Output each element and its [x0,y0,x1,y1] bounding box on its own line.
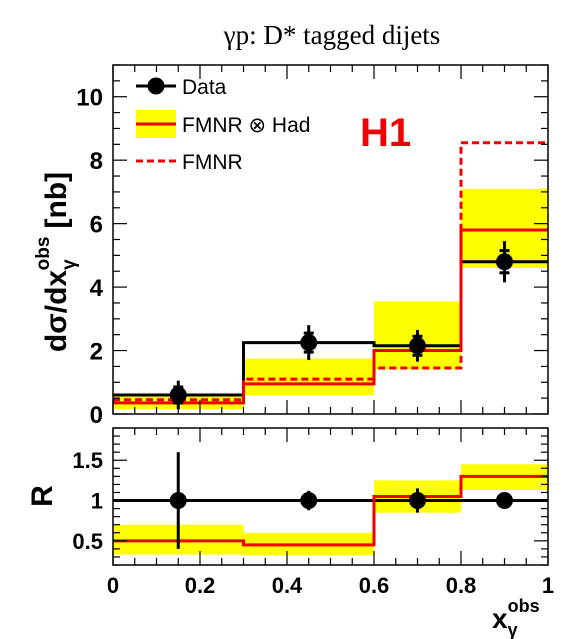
y-tick-label: 0.5 [72,529,103,554]
y-tick-label: 0 [90,402,103,429]
data-point [169,492,187,510]
uncertainty-band [243,358,374,395]
x-tick-label: 0.6 [359,573,390,598]
y-axis-title-unit: [nb] [40,172,73,229]
legend-data-marker [147,77,165,95]
fmnr-had-line [113,474,548,547]
y-tick-label: 8 [90,148,103,175]
data-point [496,253,513,271]
h1-label: H1 [360,111,411,155]
x-tick-label: 0.4 [272,573,303,598]
y-axis-title-top: dσ/dxγobs [nb] [33,172,80,352]
y-tick-label: 2 [90,339,103,366]
y-tick-label: 4 [90,275,104,302]
y-axis-title-sub: γ [59,259,80,270]
x-tick-label: 0.2 [185,573,216,598]
x-tick-label: 1 [542,573,554,598]
legend-label: FMNR [182,151,243,174]
data-point [409,337,426,355]
y-tick-label: 1.5 [72,448,103,473]
data-point [496,492,513,510]
y-tick-label: 1 [91,489,103,514]
x-axis-title-main: x [492,603,508,634]
x-tick-label: 0.8 [446,573,477,598]
y-tick-label: 10 [76,85,103,112]
svg-text:dσ/dxγobs[nb]: dσ/dxγobs [nb] [33,172,80,352]
data-point [409,492,426,510]
data-point [300,334,318,352]
x-tick-label: 0 [107,573,119,598]
chart-title: γp: D* tagged dijets [223,20,441,50]
legend: Data FMNR ⊗ Had FMNR [136,76,310,174]
y-tick-label: 6 [90,212,103,239]
legend-label: FMNR ⊗ Had [182,114,310,137]
bottom-chart: 0.5 1 1.5 0 0.2 0.4 0.6 0.8 1 [72,427,554,598]
top-chart: 0 2 4 6 8 10 [76,64,549,429]
data-point [169,386,187,404]
y-axis-title-bottom: R [26,485,59,507]
data-point [300,492,318,510]
fmnr-had-line [113,228,548,405]
x-axis-title: xγ obs [492,596,540,639]
y-axis-title-main: dσ/dx [40,270,73,353]
y-axis-title-sup: obs [33,237,54,271]
x-axis-title-sup: obs [508,596,540,616]
legend-label: Data [182,76,227,99]
x-axis-title-sub: γ [508,620,518,639]
